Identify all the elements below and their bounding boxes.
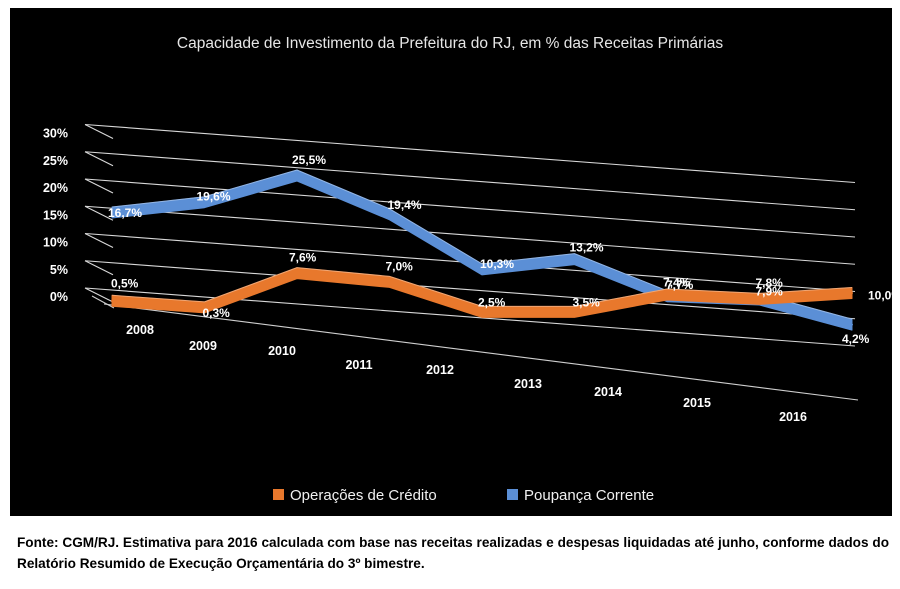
- x-tick-label: 2011: [345, 358, 372, 372]
- data-point: [851, 323, 853, 326]
- data-label: 16,7%: [108, 206, 142, 220]
- gridline: [84, 205, 856, 265]
- x-tick-label: 2013: [514, 377, 542, 391]
- chart-title: Capacidade de Investimento da Prefeitura…: [177, 35, 723, 52]
- x-tick-label: 2008: [126, 323, 154, 337]
- y-tick-label: 5%: [50, 263, 68, 277]
- legend-label: Poupança Corrente: [524, 487, 654, 504]
- data-point: [111, 211, 113, 214]
- series-ribbon-operacoes-de-credito: [111, 267, 853, 318]
- data-label: 10,3%: [480, 257, 514, 271]
- floor-side: [91, 295, 115, 309]
- data-point: [573, 258, 576, 261]
- data-point: [203, 306, 206, 309]
- data-label: 7,6%: [289, 251, 317, 265]
- data-point: [388, 280, 391, 283]
- data-point: [573, 310, 576, 313]
- legend: Operações de Crédito Poupança Corrente: [273, 487, 654, 504]
- gridline-side: [84, 151, 114, 167]
- y-tick-label: 15%: [43, 208, 68, 222]
- data-point: [111, 299, 113, 302]
- data-labels: 0,5% 0,3% 7,6% 7,0% 2,5% 3,5% 7,7% 7,9% 10,0% 16,…: [108, 153, 892, 346]
- data-label: 13,2%: [570, 241, 604, 255]
- gridline: [84, 260, 856, 320]
- data-label: 7,9%: [756, 284, 784, 298]
- x-tick-label: 2016: [779, 410, 807, 424]
- floor-edge: [103, 303, 859, 401]
- data-label: 7,8%: [756, 276, 784, 290]
- series-ribbon-edge-operacoes-de-credito: [111, 267, 853, 307]
- data-label: 19,4%: [388, 198, 422, 212]
- data-point: [851, 292, 853, 294]
- series-ribbons: [111, 169, 853, 331]
- data-point: [758, 297, 761, 300]
- data-point: [388, 213, 391, 216]
- gridline-side: [84, 124, 114, 139]
- line-chart: Capacidade de Investimento da Prefeitura…: [43, 35, 892, 504]
- x-tick-label: 2010: [268, 344, 296, 358]
- source-caption: Fonte: CGM/RJ. Estimativa para 2016 calc…: [17, 535, 889, 571]
- data-point: [481, 310, 483, 313]
- data-label: 25,5%: [292, 153, 326, 167]
- data-point: [203, 201, 206, 204]
- legend-label: Operações de Crédito: [290, 487, 437, 504]
- data-label: 7,7%: [666, 278, 694, 292]
- data-label: 0,3%: [203, 306, 231, 320]
- gridline-side: [84, 205, 114, 221]
- y-tick-label: 10%: [43, 236, 68, 250]
- data-label: 3,5%: [573, 295, 601, 309]
- data-label: 4,2%: [842, 332, 870, 346]
- data-label: 7,4%: [663, 276, 691, 290]
- gridline-side: [84, 287, 114, 303]
- gridline-side: [84, 233, 114, 248]
- data-point: [666, 293, 668, 296]
- data-label: 7,0%: [386, 259, 414, 273]
- data-label: 2,5%: [478, 295, 506, 309]
- y-tick-label: 20%: [43, 181, 68, 195]
- axis-labels: 0% 5% 10% 15% 20% 25% 30% 2008 2009 2010 2011 2012 2…: [43, 127, 807, 425]
- x-tick-label: 2015: [683, 396, 711, 410]
- data-label: 0,5%: [111, 276, 139, 290]
- y-tick-label: 0%: [50, 290, 68, 304]
- gridline: [84, 123, 856, 184]
- x-tick-label: 2012: [426, 363, 454, 377]
- gridline-side: [84, 178, 114, 194]
- x-tick-label: 2009: [189, 339, 217, 353]
- gridline: [84, 287, 856, 347]
- gridline: [84, 178, 856, 238]
- y-tick-label: 25%: [43, 154, 68, 168]
- data-point: [296, 272, 298, 275]
- data-label: 10,0%: [868, 289, 892, 303]
- chart-panel: Capacidade de Investimento da Prefeitura…: [10, 8, 892, 516]
- data-point: [296, 174, 298, 177]
- y-tick-label: 30%: [43, 127, 68, 141]
- data-label: 19,6%: [197, 190, 231, 204]
- x-tick-label: 2014: [594, 385, 622, 399]
- gridline-side: [84, 260, 114, 276]
- series-ribbon-poupanca-corrente: [111, 169, 853, 331]
- data-point: [481, 268, 483, 271]
- legend-swatch: [273, 489, 284, 500]
- gridline: [84, 151, 856, 211]
- legend-swatch: [507, 489, 518, 500]
